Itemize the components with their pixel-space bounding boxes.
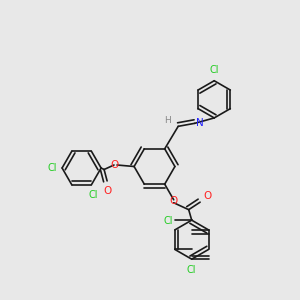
Text: Cl: Cl bbox=[47, 163, 57, 173]
Text: Cl: Cl bbox=[209, 65, 219, 75]
Text: O: O bbox=[203, 191, 212, 201]
Text: O: O bbox=[169, 196, 178, 206]
Text: O: O bbox=[111, 160, 119, 170]
Text: Cl: Cl bbox=[164, 216, 173, 226]
Text: N: N bbox=[196, 118, 204, 128]
Text: H: H bbox=[164, 116, 171, 125]
Text: O: O bbox=[103, 186, 111, 196]
Text: Cl: Cl bbox=[187, 265, 196, 275]
Text: Cl: Cl bbox=[88, 190, 98, 200]
